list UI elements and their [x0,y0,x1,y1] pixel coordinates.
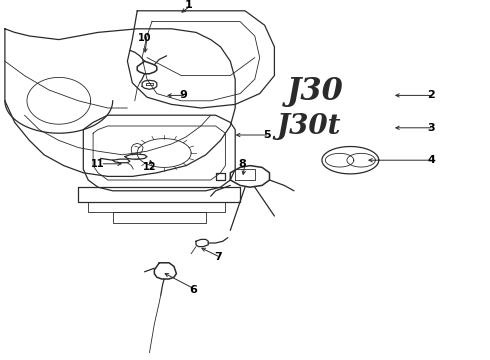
Text: 11: 11 [91,159,105,169]
Text: 9: 9 [180,90,188,100]
Text: 8: 8 [239,159,246,169]
Text: 6: 6 [190,285,197,295]
Text: 4: 4 [427,155,435,165]
Text: 2: 2 [427,90,435,100]
Text: 12: 12 [143,162,156,172]
Text: 1: 1 [185,0,193,10]
Text: 3: 3 [427,123,435,133]
Text: J30t: J30t [277,112,342,139]
Text: J30: J30 [287,76,343,107]
Text: 7: 7 [214,252,222,262]
Text: 10: 10 [138,33,151,43]
Text: 5: 5 [263,130,271,140]
